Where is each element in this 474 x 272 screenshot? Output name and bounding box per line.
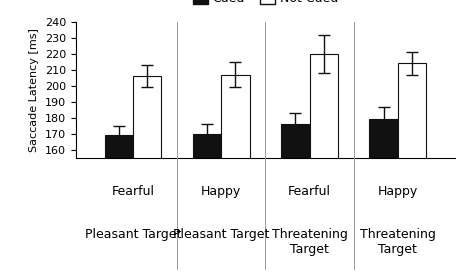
Bar	[398, 63, 426, 272]
Bar	[310, 54, 338, 272]
Bar	[221, 75, 250, 272]
Bar	[133, 76, 161, 272]
Bar	[105, 135, 133, 272]
Text: Happy: Happy	[201, 185, 241, 198]
Text: Pleasant Target: Pleasant Target	[173, 228, 270, 242]
Bar	[370, 119, 398, 272]
Text: Threatening
Target: Threatening Target	[272, 228, 347, 256]
Y-axis label: Saccade Latency [ms]: Saccade Latency [ms]	[29, 28, 39, 152]
Text: Pleasant Target: Pleasant Target	[85, 228, 182, 242]
Text: Happy: Happy	[378, 185, 418, 198]
Text: Threatening
Target: Threatening Target	[360, 228, 436, 256]
Text: Fearful: Fearful	[288, 185, 331, 198]
Bar	[281, 124, 310, 272]
Legend: Cued, Not Cued: Cued, Not Cued	[188, 0, 343, 10]
Text: Fearful: Fearful	[112, 185, 155, 198]
Bar	[193, 134, 221, 272]
